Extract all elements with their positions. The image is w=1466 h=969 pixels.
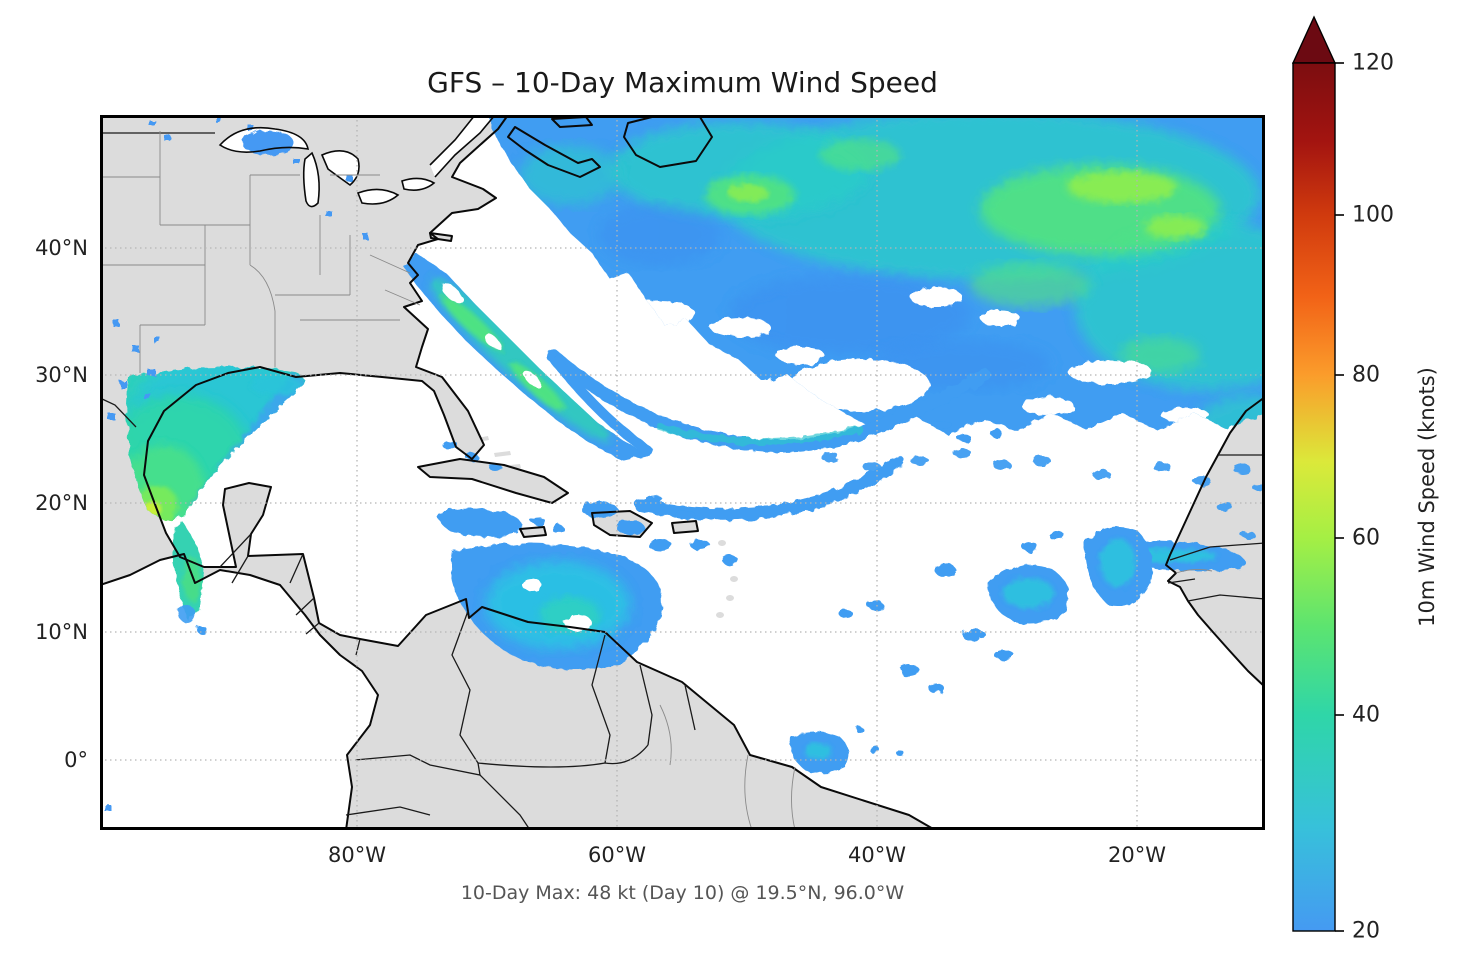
x-tick-80w: 80°W	[328, 843, 386, 867]
figure-title: GFS – 10-Day Maximum Wind Speed	[427, 66, 938, 99]
x-tick-40w: 40°W	[848, 843, 906, 867]
cb-tick-20: 20	[1352, 918, 1380, 944]
plot-border	[100, 115, 1265, 830]
coastlines	[100, 115, 1265, 830]
colorbar	[1291, 15, 1344, 932]
cb-tick-60: 60	[1352, 525, 1380, 551]
map-svg	[100, 115, 1265, 830]
y-tick-40n: 40°N	[35, 236, 88, 260]
y-tick-0: 0°	[64, 748, 88, 772]
y-tick-10n: 10°N	[35, 620, 88, 644]
y-tick-20n: 20°N	[35, 491, 88, 515]
x-tick-20w: 20°W	[1108, 843, 1166, 867]
max-annotation: 10-Day Max: 48 kt (Day 10) @ 19.5°N, 96.…	[460, 882, 905, 904]
x-tick-60w: 60°W	[588, 843, 646, 867]
cb-tick-40: 40	[1352, 702, 1380, 728]
cb-tick-100: 100	[1352, 202, 1394, 228]
lake-outlines	[218, 115, 496, 208]
colorbar-gradient	[1292, 62, 1336, 932]
y-tick-30n: 30°N	[35, 363, 88, 387]
colorbar-tick-marks	[1335, 62, 1344, 932]
colorbar-extend-arrow	[1291, 15, 1337, 64]
colorbar-axis-label: 10m Wind Speed (knots)	[1415, 367, 1439, 627]
gridlines	[100, 115, 1265, 830]
cb-tick-120: 120	[1352, 50, 1394, 76]
country-borders	[100, 132, 1265, 830]
cb-tick-80: 80	[1352, 362, 1380, 388]
map-plot-area	[100, 115, 1265, 830]
